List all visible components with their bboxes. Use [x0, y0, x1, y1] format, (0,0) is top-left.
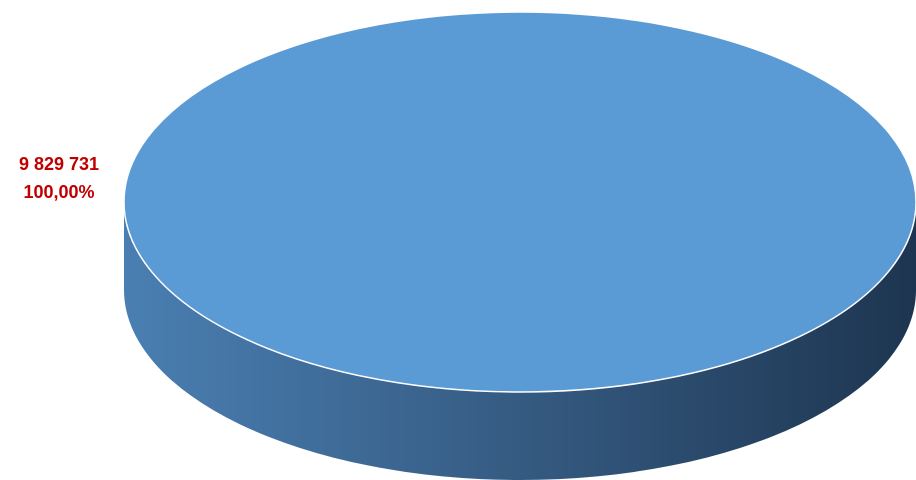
data-label-percent: 100,00%: [23, 182, 95, 202]
data-label-value: 9 829 731: [18, 154, 100, 174]
pie-slice-top: [123, 11, 916, 393]
pie-slice-side: [124, 202, 916, 480]
